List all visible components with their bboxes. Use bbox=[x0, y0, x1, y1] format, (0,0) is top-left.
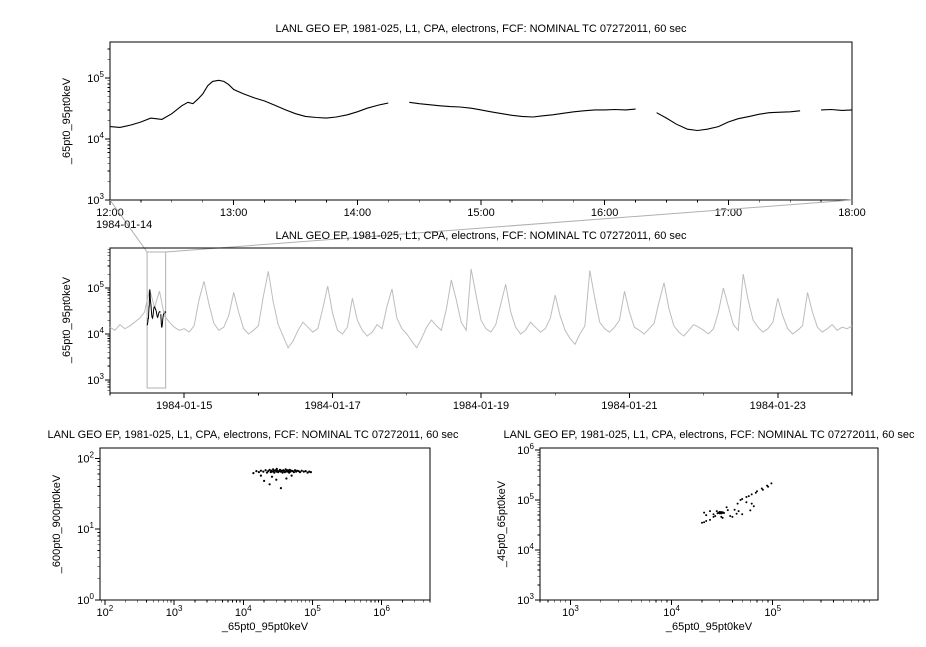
panel3-scatter: 100 101 102 102 103 104 105 106 bbox=[77, 447, 431, 619]
panel4-x-axis-label: _65pt0_95pt0keV bbox=[665, 621, 753, 633]
panel3-x-axis-label: _65pt0_95pt0keV bbox=[221, 621, 309, 633]
panel4-y-axis-label: _45pt0_65pt0keV bbox=[496, 480, 508, 568]
panel1-plot-area[interactable] bbox=[109, 41, 853, 201]
panel3-title: LANL GEO EP, 1981-025, L1, CPA, electron… bbox=[47, 429, 459, 441]
svg-text:100: 100 bbox=[77, 592, 94, 607]
panel2-highlight-segment bbox=[146, 289, 167, 328]
svg-text:1984-01-23: 1984-01-23 bbox=[750, 400, 806, 412]
panel2-title: LANL GEO EP, 1981-025, L1, CPA, electron… bbox=[275, 230, 687, 242]
svg-text:103: 103 bbox=[562, 604, 579, 619]
svg-text:104: 104 bbox=[87, 131, 104, 146]
panel4-title: LANL GEO EP, 1981-025, L1, CPA, electron… bbox=[503, 429, 915, 441]
panel4-points bbox=[701, 482, 773, 524]
svg-text:103: 103 bbox=[166, 604, 183, 619]
svg-text:103: 103 bbox=[87, 192, 104, 207]
panel1-title: LANL GEO EP, 1981-025, L1, CPA, electron… bbox=[275, 23, 687, 35]
svg-text:104: 104 bbox=[235, 604, 252, 619]
svg-text:103: 103 bbox=[517, 592, 534, 607]
svg-text:106: 106 bbox=[517, 442, 534, 457]
panel4-scatter: 103 104 105 106 103 104 105 bbox=[517, 442, 879, 619]
svg-text:104: 104 bbox=[87, 326, 104, 341]
svg-text:101: 101 bbox=[77, 521, 94, 536]
panel1-series-line bbox=[109, 79, 853, 132]
svg-text:102: 102 bbox=[77, 450, 94, 465]
panel2-series-line bbox=[109, 268, 853, 349]
svg-text:1984-01-21: 1984-01-21 bbox=[601, 400, 657, 412]
svg-text:1984-01-15: 1984-01-15 bbox=[156, 400, 212, 412]
svg-text:104: 104 bbox=[517, 542, 534, 557]
svg-text:1984-01-17: 1984-01-17 bbox=[304, 400, 360, 412]
panel2-y-axis-label: _65pt0_95pt0keV bbox=[61, 276, 73, 364]
svg-text:103: 103 bbox=[87, 372, 104, 387]
svg-text:18:00: 18:00 bbox=[838, 207, 866, 219]
svg-text:105: 105 bbox=[517, 492, 534, 507]
svg-text:1984-01-19: 1984-01-19 bbox=[453, 400, 509, 412]
context-connectors bbox=[109, 199, 853, 389]
svg-text:13:00: 13:00 bbox=[220, 207, 248, 219]
panel1-context-date: 1984-01-14 bbox=[96, 219, 153, 231]
panel3-plot-area[interactable] bbox=[99, 447, 431, 601]
svg-text:15:00: 15:00 bbox=[467, 207, 495, 219]
svg-text:105: 105 bbox=[87, 70, 104, 85]
context-selection-box[interactable] bbox=[146, 251, 167, 389]
panel3-points bbox=[252, 467, 312, 490]
svg-text:102: 102 bbox=[97, 604, 114, 619]
panel4-plot-area[interactable] bbox=[539, 447, 879, 601]
svg-text:105: 105 bbox=[764, 604, 781, 619]
panel2-context-timeseries: 103 104 105 1984-01-15 1984-01-17 1984-01-19 1… bbox=[87, 247, 853, 412]
svg-text:14:00: 14:00 bbox=[344, 207, 372, 219]
svg-text:16:00: 16:00 bbox=[591, 207, 619, 219]
svg-text:105: 105 bbox=[304, 604, 321, 619]
svg-text:106: 106 bbox=[373, 604, 390, 619]
svg-text:105: 105 bbox=[87, 280, 104, 295]
panel3-y-axis-label: _600pt0_900pt0keV bbox=[51, 474, 63, 574]
svg-text:104: 104 bbox=[663, 604, 680, 619]
panel1-y-axis-label: _65pt0_95pt0keV bbox=[61, 77, 73, 165]
